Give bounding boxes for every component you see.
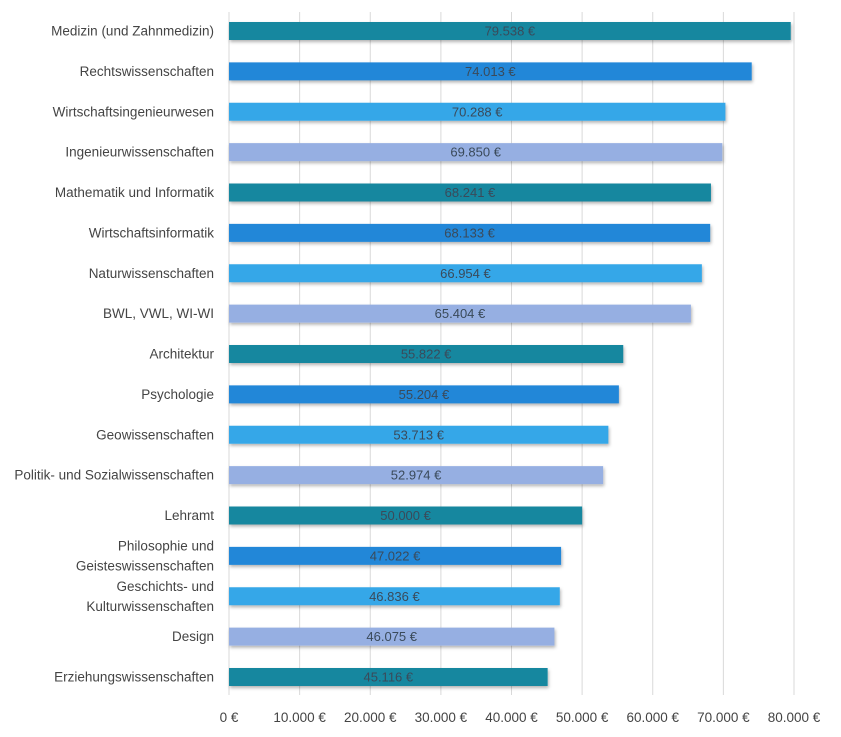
bar xyxy=(229,22,791,40)
data-label: 66.954 € xyxy=(440,266,491,281)
bar xyxy=(229,425,609,444)
category-label: Medizin (und Zahnmedizin) xyxy=(51,24,214,39)
category-label: Politik- und Sozialwissenschaften xyxy=(14,468,214,483)
data-label: 53.713 € xyxy=(393,427,444,442)
category-label: Erziehungswissenschaften xyxy=(54,670,214,685)
bar xyxy=(229,62,752,81)
x-tick-label: 20.000 € xyxy=(344,710,397,725)
category-label: Wirtschaftsingenieurwesen xyxy=(53,104,214,119)
category-label: Philosophie und Geisteswissenschaften xyxy=(76,538,214,573)
bar xyxy=(229,223,711,242)
data-label: 45.116 € xyxy=(363,670,413,685)
category-label: Geowissenschaften xyxy=(96,427,214,442)
bar xyxy=(229,627,555,646)
x-tick-label: 10.000 € xyxy=(273,710,326,725)
data-label: 46.075 € xyxy=(366,629,417,644)
bar xyxy=(229,587,560,606)
data-label: 46.836 € xyxy=(369,589,420,604)
x-tick-label: 70.000 € xyxy=(697,710,750,725)
data-label: 79.538 € xyxy=(485,24,536,39)
category-label: Lehramt xyxy=(164,508,214,523)
bar xyxy=(229,546,562,565)
data-label: 52.974 € xyxy=(391,468,442,483)
bar xyxy=(229,102,726,121)
data-label: 55.204 € xyxy=(399,387,450,402)
data-label: 68.133 € xyxy=(444,225,495,240)
data-label: 55.822 € xyxy=(401,347,452,362)
bar xyxy=(229,668,548,686)
x-tick-label: 30.000 € xyxy=(415,710,468,725)
category-label: Psychologie xyxy=(141,387,214,402)
data-label: 70.288 € xyxy=(452,104,503,119)
bar xyxy=(229,385,619,404)
category-label: Naturwissenschaften xyxy=(89,266,214,281)
category-label: Design xyxy=(172,629,214,644)
category-label: Wirtschaftsinformatik xyxy=(89,225,215,240)
x-tick-label: 50.000 € xyxy=(556,710,609,725)
category-label: Mathematik und Informatik xyxy=(55,185,214,200)
category-label: Geschichts- und Kulturwissenschaften xyxy=(86,579,214,614)
bar xyxy=(229,183,711,202)
data-label: 68.241 € xyxy=(445,185,496,200)
bar xyxy=(229,304,691,323)
category-label: Architektur xyxy=(149,347,214,362)
data-label: 47.022 € xyxy=(370,548,421,563)
bar xyxy=(229,506,583,525)
bar xyxy=(229,143,723,162)
data-label: 50.000 € xyxy=(380,508,431,523)
data-label: 74.013 € xyxy=(465,64,516,79)
x-tick-label: 80.000 € xyxy=(768,710,821,725)
x-tick-label: 40.000 € xyxy=(485,710,538,725)
x-tick-label: 60.000 € xyxy=(626,710,679,725)
x-tick-label: 0 € xyxy=(220,710,239,725)
bar xyxy=(229,264,702,283)
category-label: Ingenieurwissenschaften xyxy=(65,145,214,160)
bar xyxy=(229,466,604,485)
category-label: Rechtswissenschaften xyxy=(80,64,214,79)
data-label: 65.404 € xyxy=(435,306,486,321)
data-label: 69.850 € xyxy=(450,145,501,160)
category-label: BWL, VWL, WI-WI xyxy=(103,306,214,321)
bar xyxy=(229,345,624,363)
